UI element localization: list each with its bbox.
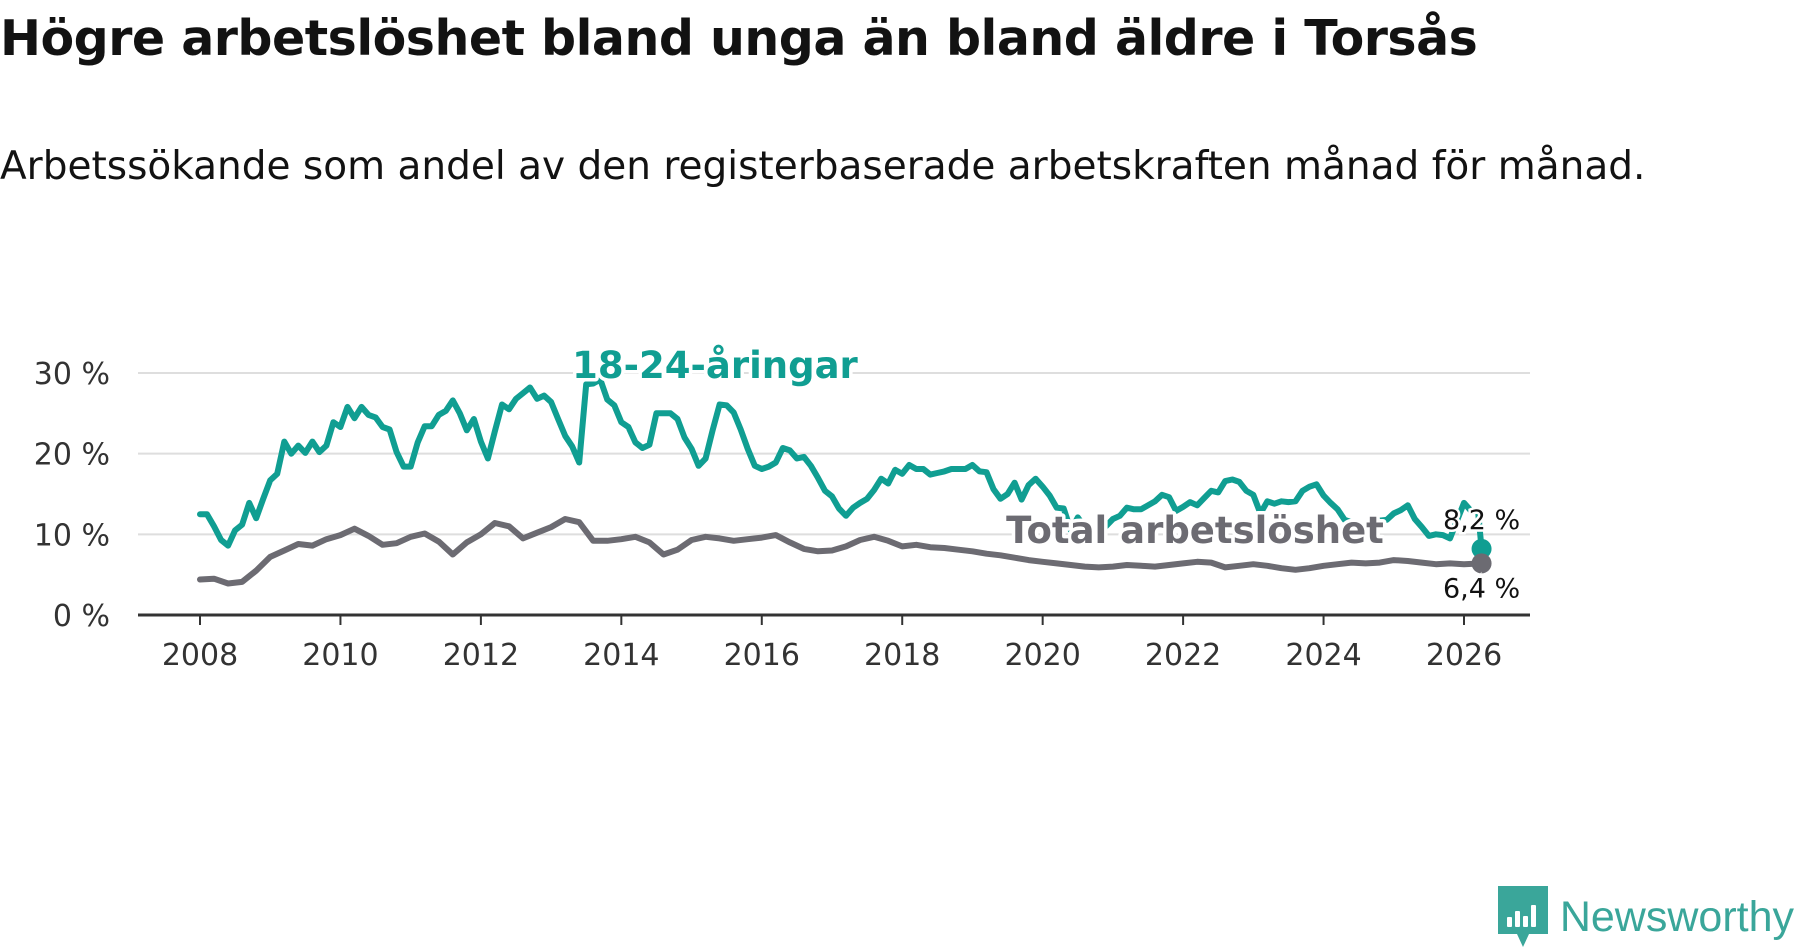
x-tick-label-2010: 2010 xyxy=(302,638,378,673)
series-label-youth: 18-24-åringar xyxy=(572,344,858,387)
y-tick-label-30: 30 % xyxy=(34,357,110,392)
brand-name: Newsworthy xyxy=(1559,892,1794,941)
end-label-total: 6,4 % xyxy=(1443,573,1520,604)
newsworthy-logo-icon xyxy=(1497,886,1548,947)
end-label-youth: 8,2 % xyxy=(1443,505,1520,536)
x-tick-label-2020: 2020 xyxy=(1004,638,1080,673)
chart-subtitle: Arbetssökande som andel av den registerb… xyxy=(0,144,1646,189)
series-line-total xyxy=(197,516,1485,587)
line-chart: 0 % 10 % 20 % 30 % 2008 2010 2012 2014 2016 2018… xyxy=(34,341,1530,673)
series-lines xyxy=(197,376,1485,587)
newsworthy-logo: Newsworthy xyxy=(1497,886,1794,948)
x-tick-label-2016: 2016 xyxy=(724,638,800,673)
series-labels: 18-24-åringar Total arbetslöshet xyxy=(569,341,1388,556)
y-tick-label-10: 10 % xyxy=(34,518,110,553)
x-tick-label-2022: 2022 xyxy=(1145,638,1221,673)
y-axis-labels: 0 % 10 % 20 % 30 % xyxy=(34,357,110,634)
series-line-youth xyxy=(197,376,1485,552)
end-dot-youth xyxy=(1471,538,1492,559)
y-tick-label-20: 20 % xyxy=(34,438,110,473)
x-tick-label-2012: 2012 xyxy=(443,638,519,673)
x-tick-label-2014: 2014 xyxy=(583,638,659,673)
x-tick-label-2026: 2026 xyxy=(1426,638,1502,673)
x-tick-label-2024: 2024 xyxy=(1285,638,1361,673)
end-dot-total xyxy=(1471,553,1492,574)
series-label-total: Total arbetslöshet xyxy=(1006,509,1384,552)
x-tick-label-2018: 2018 xyxy=(864,638,940,673)
x-tick-label-2008: 2008 xyxy=(162,638,238,673)
y-tick-label-0: 0 % xyxy=(53,599,110,634)
end-markers: 8,2 % 6,4 % xyxy=(1440,502,1522,607)
chart-title: Högre arbetslöshet bland unga än bland ä… xyxy=(0,10,1478,67)
x-axis: 2008 2010 2012 2014 2016 2018 2020 2022 2024 2026 xyxy=(138,613,1530,673)
